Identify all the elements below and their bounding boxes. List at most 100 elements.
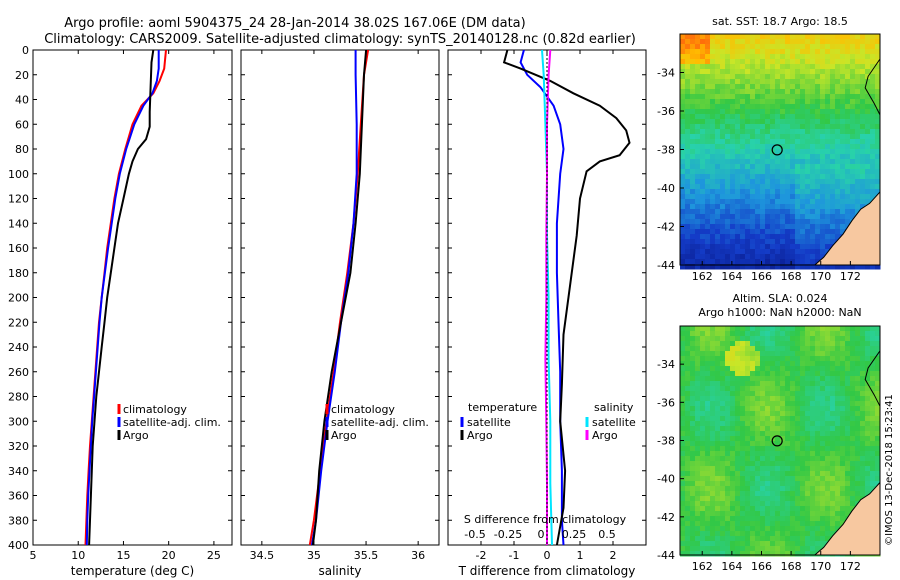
- map-cell: [715, 129, 721, 135]
- map-cell: [785, 234, 791, 240]
- map-cell: [815, 351, 821, 357]
- map-cell: [825, 511, 831, 517]
- map-cell: [800, 224, 806, 230]
- map-cell: [770, 74, 776, 80]
- map-cell: [795, 491, 801, 497]
- map-cell: [710, 436, 716, 442]
- map-cell: [760, 351, 766, 357]
- map-cell: [830, 39, 836, 45]
- y-tick-label: 340: [8, 465, 29, 478]
- map-cell: [705, 361, 711, 367]
- map-cell: [695, 34, 701, 40]
- map-cell: [700, 119, 706, 125]
- map-cell: [805, 184, 811, 190]
- map-cell: [855, 471, 861, 477]
- map-cell: [700, 204, 706, 210]
- map-cell: [865, 336, 871, 342]
- map-cell: [760, 144, 766, 150]
- map-cell: [815, 114, 821, 120]
- map-cell: [800, 54, 806, 60]
- map-cell: [740, 436, 746, 442]
- map-cell: [815, 521, 821, 527]
- map-cell: [745, 391, 751, 397]
- map-cell: [720, 119, 726, 125]
- map-cell: [860, 486, 866, 492]
- map-cell: [780, 411, 786, 417]
- map-cell: [820, 69, 826, 75]
- map-cell: [785, 39, 791, 45]
- map-cell: [830, 149, 836, 155]
- map-cell: [705, 496, 711, 502]
- map-cell: [705, 381, 711, 387]
- map-cell: [795, 451, 801, 457]
- map-cell: [755, 79, 761, 85]
- map-cell: [775, 486, 781, 492]
- map-cell: [740, 426, 746, 432]
- map-cell: [715, 471, 721, 477]
- map-cell: [760, 129, 766, 135]
- map-cell: [855, 396, 861, 402]
- map-cell: [865, 184, 871, 190]
- map-cell: [810, 244, 816, 250]
- map-cell: [720, 401, 726, 407]
- map-cell: [765, 381, 771, 387]
- map-cell: [730, 511, 736, 517]
- map-cell: [760, 174, 766, 180]
- map-cell: [745, 259, 751, 265]
- map-cell: [770, 69, 776, 75]
- map-cell: [690, 124, 696, 130]
- map-cell: [725, 144, 731, 150]
- map-cell: [805, 336, 811, 342]
- map-cell: [725, 401, 731, 407]
- map-cell: [830, 486, 836, 492]
- map-cell: [710, 336, 716, 342]
- map-cell: [735, 421, 741, 427]
- map-cell: [715, 496, 721, 502]
- map-cell: [785, 214, 791, 220]
- map-cell: [745, 366, 751, 372]
- map-cell: [770, 356, 776, 362]
- map-cell: [860, 411, 866, 417]
- map-cell: [680, 139, 686, 145]
- map-cell: [695, 481, 701, 487]
- map-cell: [780, 511, 786, 517]
- map-cell: [735, 476, 741, 482]
- map-cell: [715, 396, 721, 402]
- map-cell: [845, 189, 851, 195]
- map-cell: [870, 119, 876, 125]
- map-cell: [735, 416, 741, 422]
- map-cell: [730, 421, 736, 427]
- map-cell: [820, 124, 826, 130]
- map-cell: [770, 249, 776, 255]
- map-cell: [770, 396, 776, 402]
- map-cell: [700, 546, 706, 552]
- map-cell: [725, 436, 731, 442]
- map-cell: [725, 244, 731, 250]
- map-cell: [770, 536, 776, 542]
- map-cell: [800, 526, 806, 532]
- map-cell: [740, 456, 746, 462]
- map-cell: [800, 481, 806, 487]
- map-cell: [745, 386, 751, 392]
- map-cell: [780, 431, 786, 437]
- map-cell: [785, 541, 791, 547]
- map-cell: [740, 89, 746, 95]
- map-cell: [695, 491, 701, 497]
- map-cell: [785, 521, 791, 527]
- map-cell: [705, 486, 711, 492]
- map-cell: [830, 326, 836, 332]
- y-tick-label: 240: [8, 341, 29, 354]
- map-cell: [810, 174, 816, 180]
- map-cell: [840, 461, 846, 467]
- map-cell: [805, 119, 811, 125]
- map-cell: [785, 451, 791, 457]
- map-cell: [745, 361, 751, 367]
- map-cell: [765, 526, 771, 532]
- map-cell: [815, 456, 821, 462]
- map-cell: [735, 134, 741, 140]
- map-cell: [800, 476, 806, 482]
- map-cell: [865, 69, 871, 75]
- map-cell: [835, 451, 841, 457]
- map-cell: [740, 169, 746, 175]
- map-cell: [745, 346, 751, 352]
